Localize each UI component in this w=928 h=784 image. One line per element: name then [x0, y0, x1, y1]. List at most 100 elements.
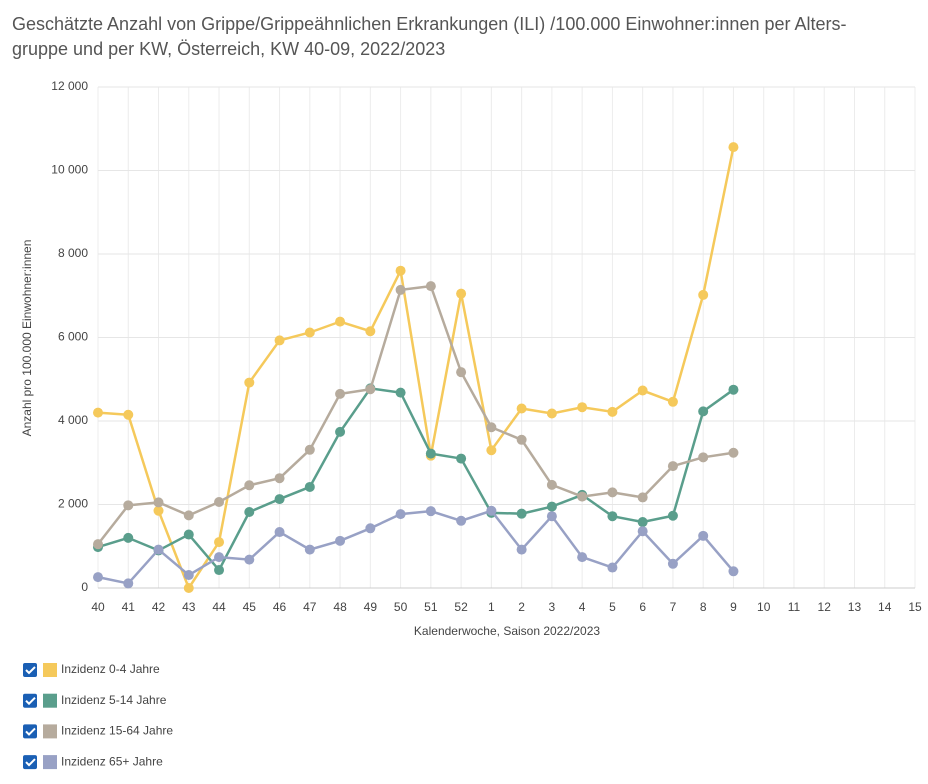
x-tick-label: 5 — [609, 600, 616, 614]
data-point — [577, 552, 588, 563]
legend-label[interactable]: Inzidenz 0-4 Jahre — [61, 662, 160, 676]
data-point — [425, 448, 436, 459]
data-point — [335, 388, 346, 399]
data-point — [667, 510, 678, 521]
data-point — [214, 565, 225, 576]
y-tick-label: 8 000 — [58, 246, 88, 260]
legend-checkbox[interactable] — [23, 693, 37, 708]
data-point — [425, 281, 436, 292]
data-point — [123, 409, 134, 420]
data-point — [395, 387, 406, 398]
legend-checkmark — [25, 666, 36, 675]
data-point — [244, 377, 255, 388]
data-point — [395, 509, 406, 520]
data-point — [123, 578, 134, 589]
x-tick-label: 2 — [518, 600, 525, 614]
x-tick-label: 51 — [424, 600, 438, 614]
x-tick-label: 43 — [182, 600, 196, 614]
x-tick-label: 49 — [364, 600, 378, 614]
data-point — [577, 402, 588, 413]
y-tick-label: 0 — [81, 580, 88, 594]
data-point — [365, 326, 376, 337]
data-point — [728, 384, 739, 395]
legend-checkbox[interactable] — [23, 663, 37, 677]
data-point — [93, 572, 103, 583]
data-point — [516, 434, 527, 445]
data-point — [304, 327, 315, 338]
data-point — [546, 479, 557, 490]
y-tick-label: 6 000 — [58, 330, 88, 344]
x-tick-label: 44 — [212, 600, 226, 614]
data-point — [425, 506, 436, 517]
y-tick-label: 4 000 — [58, 413, 88, 427]
data-point — [395, 265, 406, 276]
data-point — [456, 515, 467, 526]
data-point — [546, 501, 557, 512]
data-point — [728, 142, 739, 153]
x-tick-label: 3 — [549, 600, 556, 614]
data-point — [93, 407, 103, 418]
data-point — [183, 583, 194, 593]
x-tick-label: 7 — [670, 600, 677, 614]
data-point — [244, 554, 255, 565]
x-tick-label: 15 — [908, 600, 922, 614]
data-point — [365, 523, 376, 534]
legend-checkbox[interactable] — [23, 724, 37, 739]
data-point — [486, 422, 497, 433]
chart-title: Geschätzte Anzahl von Grippe/Grippeähnli… — [12, 14, 847, 34]
legend-swatch — [43, 663, 57, 677]
data-point — [546, 408, 557, 419]
data-point — [365, 384, 376, 395]
data-point — [304, 444, 315, 455]
x-tick-label: 10 — [757, 600, 771, 614]
data-point — [577, 491, 588, 502]
legend-checkmark — [25, 696, 36, 706]
y-tick-label: 12 000 — [51, 79, 88, 93]
data-point — [304, 481, 315, 492]
x-tick-label: 41 — [122, 600, 136, 614]
data-point — [516, 544, 527, 555]
x-tick-label: 11 — [788, 600, 801, 614]
data-point — [637, 492, 648, 503]
x-tick-label: 47 — [303, 600, 317, 614]
data-point — [667, 396, 678, 407]
data-point — [244, 480, 255, 491]
data-point — [667, 461, 678, 472]
x-tick-label: 4 — [579, 600, 586, 614]
legend-checkbox[interactable] — [23, 755, 37, 770]
data-point — [546, 511, 557, 522]
x-tick-label: 13 — [848, 600, 862, 614]
y-tick-label: 10 000 — [51, 163, 88, 177]
x-tick-label: 1 — [488, 600, 495, 614]
data-point — [607, 562, 618, 573]
legend-swatch — [43, 755, 57, 770]
data-point — [214, 552, 225, 563]
data-point — [214, 496, 225, 507]
data-point — [214, 537, 225, 548]
data-point — [183, 510, 194, 521]
data-point — [698, 452, 709, 463]
data-point — [607, 406, 618, 417]
legend-checkmark — [25, 727, 36, 736]
data-point — [637, 517, 648, 528]
series-line — [97, 509, 735, 585]
data-point — [183, 570, 194, 581]
series-line — [97, 284, 734, 545]
y-tick-label: 2 000 — [58, 497, 88, 511]
data-point — [456, 453, 467, 464]
legend-label[interactable]: Inzidenz 15-64 Jahre — [61, 724, 173, 738]
data-point — [698, 406, 709, 417]
data-point — [183, 529, 194, 540]
legend-label[interactable]: Inzidenz 65+ Jahre — [61, 754, 163, 768]
data-point — [335, 535, 346, 546]
data-point — [274, 335, 285, 346]
data-point — [395, 284, 406, 295]
series-line — [97, 387, 735, 573]
data-point — [304, 544, 315, 555]
legend-label[interactable]: Inzidenz 5-14 Jahre — [61, 693, 167, 707]
x-tick-label: 46 — [273, 600, 287, 614]
data-point — [123, 500, 134, 511]
data-point — [274, 473, 285, 484]
x-tick-label: 48 — [333, 600, 347, 614]
